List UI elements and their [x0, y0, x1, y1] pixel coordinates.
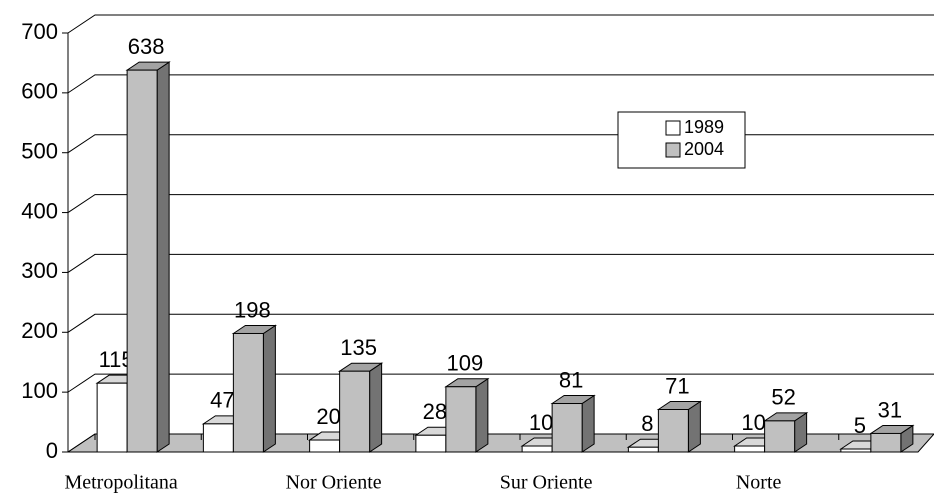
grid-line	[67, 74, 934, 94]
value-label: 198	[234, 297, 271, 322]
y-tick-label: 600	[21, 79, 58, 104]
grid-line	[67, 194, 934, 213]
bar-side	[687, 400, 701, 453]
y-tick-label: 700	[21, 19, 58, 44]
value-label: 109	[447, 351, 484, 376]
y-tick-label: 200	[21, 318, 58, 343]
value-label: 47	[210, 388, 234, 413]
grid-line	[67, 134, 934, 154]
value-label: 20	[316, 404, 340, 429]
bar-side	[581, 394, 595, 453]
x-tick-label: Metropolitana	[64, 472, 177, 494]
y-tick-label: 400	[21, 198, 58, 223]
grid-line	[67, 253, 934, 273]
bar	[309, 439, 341, 453]
bar	[627, 446, 659, 453]
value-label: 71	[665, 373, 689, 398]
legend-swatch	[665, 120, 681, 136]
value-label: 5	[854, 413, 866, 438]
value-label: 8	[641, 411, 653, 436]
value-label: 638	[128, 34, 165, 59]
bar	[445, 386, 477, 453]
x-tick-label: Norte	[736, 472, 782, 494]
bar	[734, 445, 766, 453]
bar	[126, 69, 158, 453]
value-label: 10	[529, 410, 553, 435]
bar	[202, 423, 234, 453]
y-tick-label: 300	[21, 258, 58, 283]
bar	[521, 445, 553, 453]
bar-side	[475, 377, 489, 453]
grid-line	[67, 313, 934, 333]
value-label: 81	[559, 367, 583, 392]
value-label: 52	[771, 385, 795, 410]
bar	[840, 448, 872, 453]
value-label: 135	[340, 335, 377, 360]
bar-side	[262, 324, 276, 453]
x-tick-label: Nor Oriente	[286, 472, 382, 494]
y-tick-label: 500	[21, 139, 58, 164]
bar	[415, 434, 447, 453]
bar	[764, 420, 796, 453]
legend-label: 2004	[684, 139, 724, 159]
bar-side	[369, 362, 383, 453]
y-tick-label: 0	[46, 438, 58, 463]
bar	[657, 409, 689, 453]
grid-line	[67, 14, 934, 34]
value-label: 31	[878, 397, 902, 422]
bar-side	[156, 61, 170, 453]
y-tick-label: 100	[21, 378, 58, 403]
grid-line	[67, 373, 934, 393]
value-label: 10	[741, 410, 765, 435]
bar	[232, 332, 264, 453]
legend-label: 1989	[684, 117, 724, 137]
legend-box	[617, 111, 746, 169]
bar	[551, 403, 583, 453]
x-tick-label: Sur Oriente	[500, 472, 593, 494]
bar	[96, 382, 128, 453]
bar	[870, 432, 902, 453]
bar	[339, 370, 371, 453]
legend-swatch	[665, 142, 681, 158]
value-label: 28	[423, 399, 447, 424]
